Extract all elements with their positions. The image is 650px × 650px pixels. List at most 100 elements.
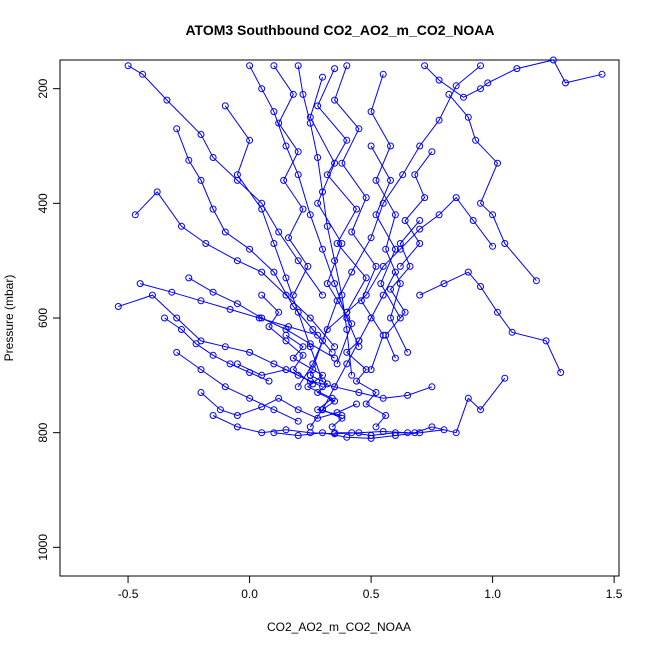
series-29 xyxy=(258,291,317,388)
series-32 xyxy=(173,348,302,425)
series-line xyxy=(273,429,445,439)
x-axis-label: CO2_AO2_m_CO2_NOAA xyxy=(267,620,411,634)
data-point xyxy=(306,314,314,322)
data-point xyxy=(226,305,234,313)
data-point xyxy=(246,245,254,253)
data-point xyxy=(209,288,217,296)
series-23 xyxy=(185,274,339,362)
data-point xyxy=(285,323,292,331)
data-point xyxy=(221,343,229,351)
data-point xyxy=(379,199,387,207)
data-point xyxy=(367,434,375,442)
data-point xyxy=(270,406,278,414)
data-point xyxy=(382,331,390,339)
data-point xyxy=(428,383,436,391)
data-point xyxy=(124,62,132,70)
data-point xyxy=(477,406,484,414)
data-point xyxy=(343,136,351,144)
series-line xyxy=(273,65,309,296)
data-point xyxy=(477,199,484,207)
series-line xyxy=(127,65,323,296)
data-point xyxy=(508,328,516,336)
data-point xyxy=(331,280,339,288)
data-point xyxy=(309,366,317,374)
data-point xyxy=(348,268,356,276)
data-point xyxy=(477,62,484,70)
series-line xyxy=(309,77,353,365)
data-point xyxy=(355,337,363,345)
data-point xyxy=(131,211,139,219)
data-point xyxy=(161,314,168,322)
series-line xyxy=(385,220,421,359)
data-point xyxy=(294,148,302,156)
data-point xyxy=(197,297,205,305)
data-point xyxy=(549,56,557,64)
data-point xyxy=(275,394,283,402)
y-tick-label: 200 xyxy=(36,78,50,98)
data-point xyxy=(178,222,185,230)
data-point xyxy=(367,142,375,150)
data-point xyxy=(435,211,443,219)
series-line xyxy=(164,317,270,382)
data-point xyxy=(294,257,302,265)
data-point xyxy=(114,303,122,310)
data-point xyxy=(275,308,283,316)
data-point xyxy=(333,297,341,305)
data-point xyxy=(464,394,472,402)
data-point xyxy=(494,308,501,316)
x-tick-label: 1.5 xyxy=(606,587,623,601)
series-13 xyxy=(331,62,387,374)
series-8 xyxy=(131,188,339,351)
data-point xyxy=(382,412,390,419)
data-point xyxy=(294,171,302,179)
data-point xyxy=(391,268,399,276)
data-point xyxy=(258,205,266,213)
data-point xyxy=(428,148,436,156)
data-point xyxy=(494,159,501,167)
series-34 xyxy=(136,280,322,339)
data-point xyxy=(282,142,290,150)
series-33 xyxy=(396,148,436,270)
data-point xyxy=(294,383,302,391)
series-line xyxy=(424,59,603,98)
data-point xyxy=(421,62,429,70)
series-line xyxy=(261,294,314,385)
x-tick-label: -0.5 xyxy=(118,587,139,601)
data-point xyxy=(221,383,229,391)
series-line xyxy=(200,392,357,419)
data-point xyxy=(294,406,302,414)
chart-title: ATOM3 Southbound CO2_AO2_m_CO2_NOAA xyxy=(185,22,494,38)
data-point xyxy=(331,383,339,391)
data-point xyxy=(331,65,339,73)
data-point xyxy=(192,340,200,348)
data-point xyxy=(557,369,565,376)
data-point xyxy=(404,348,412,356)
series-line xyxy=(140,283,318,336)
data-point xyxy=(348,320,356,328)
data-point xyxy=(401,308,409,316)
data-point xyxy=(270,429,278,437)
data-point xyxy=(233,300,241,308)
x-tick-label: 0.0 xyxy=(241,587,258,601)
data-point xyxy=(328,348,336,356)
data-point xyxy=(319,371,326,379)
series-line xyxy=(309,65,481,376)
data-point xyxy=(421,194,429,202)
y-axis: 200 400 600 800 1000 xyxy=(36,78,61,561)
series-layer xyxy=(114,56,606,442)
data-point xyxy=(396,280,404,288)
data-point xyxy=(270,240,278,247)
data-point xyxy=(328,423,336,431)
data-point xyxy=(255,314,263,322)
series-21 xyxy=(282,331,346,419)
data-point xyxy=(355,125,363,133)
series-line xyxy=(310,374,343,428)
data-point xyxy=(285,234,292,242)
data-point xyxy=(362,366,370,374)
data-point xyxy=(216,406,224,414)
data-point xyxy=(477,85,484,93)
data-point xyxy=(562,79,569,87)
data-point xyxy=(338,291,346,299)
data-point xyxy=(401,217,409,224)
data-point xyxy=(452,82,460,90)
